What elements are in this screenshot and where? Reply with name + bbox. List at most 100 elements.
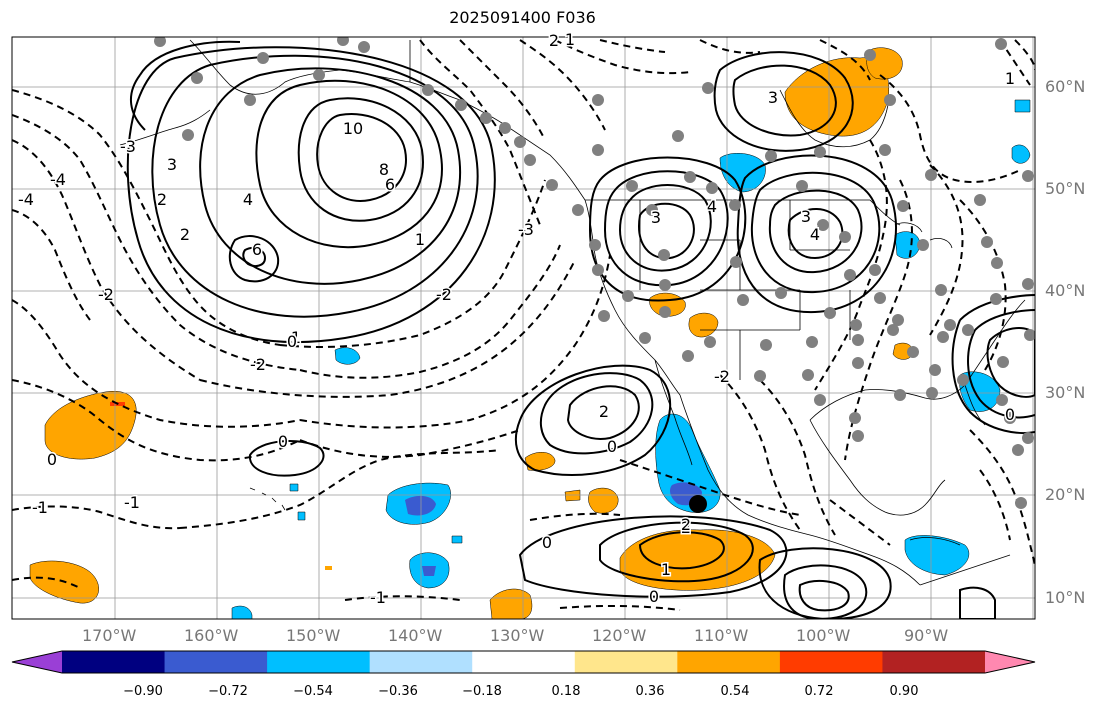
blue-fill-small-4 [297, 511, 306, 521]
contour-label: 8 [379, 160, 389, 179]
map-title: 2025091400 F036 [449, 8, 596, 27]
blue-fill-south-pacific-core [422, 566, 436, 576]
lat-label-40n: 40°N [1045, 281, 1086, 300]
positive-contours [126, 40, 1035, 619]
contour-label: -1 [124, 493, 140, 512]
contour-label: 2 [599, 402, 609, 421]
contour-label: 0 [542, 533, 552, 552]
lon-label-140w: 140°W [388, 626, 443, 645]
lon-label-130w: 130°W [490, 626, 545, 645]
lat-label-60n: 60°N [1045, 77, 1086, 96]
colorbar-segment [779, 651, 883, 673]
lat-label-50n: 50°N [1045, 179, 1086, 198]
orange-fill-arizona [688, 312, 719, 338]
colorbar-outline [11, 650, 1036, 674]
contour-label: -2 [98, 285, 114, 304]
contour-label: -2 [436, 285, 452, 304]
contour-label: 2 [157, 190, 167, 209]
contour-label: 4 [707, 197, 717, 216]
contour-label: 1 [565, 30, 575, 49]
contour-label: 10 [343, 119, 363, 138]
coastlines [119, 39, 1026, 586]
contour-label: -3 [518, 220, 534, 239]
map-frame [11, 36, 1036, 620]
contour-label: -1 [32, 498, 48, 517]
colorbar-segment [882, 651, 986, 673]
contour-label: 2 [681, 518, 691, 537]
contour-label: 1 [415, 230, 425, 249]
blue-fill-labrador [1011, 144, 1031, 164]
colorbar-segment [677, 651, 781, 673]
contour-label: 3 [651, 208, 661, 227]
contour-label: 3 [768, 88, 778, 107]
colorbar-label: −0.72 [208, 684, 248, 699]
lat-label-30n: 30°N [1045, 383, 1086, 402]
contour-label: 2 [681, 515, 691, 534]
contour-label: 0 [607, 437, 617, 456]
blue-fill-small-1 [231, 605, 253, 619]
contour-label: -2 [250, 355, 266, 374]
station-markers [154, 37, 1035, 509]
blue-fill-central-america [904, 535, 970, 576]
contour-label: 3 [167, 155, 177, 174]
colorbar-segment [267, 651, 371, 673]
contour-label: 0 [1005, 405, 1015, 424]
colorbar-extend-low [12, 651, 62, 673]
contour-label: 0 [649, 587, 659, 606]
colorbar-label: 0.54 [720, 684, 750, 699]
blue-fill-small-2 [451, 535, 463, 544]
colorbar-label: 0.72 [804, 684, 834, 699]
colorbar-label: −0.90 [123, 684, 163, 699]
contour-label: 1 [291, 328, 301, 347]
colorbar-segment [164, 651, 268, 673]
shaded-anomaly-fills [29, 47, 1031, 619]
contour-label: 0 [278, 432, 288, 451]
lon-label-100w: 100°W [796, 626, 851, 645]
colorbar-label: 0.90 [889, 684, 919, 699]
contour-label: -4 [18, 190, 34, 209]
contour-label: 6 [385, 175, 395, 194]
colorbar-extend-high [985, 651, 1035, 673]
colorbar-label: 0.18 [551, 684, 581, 699]
colorbar [11, 650, 1036, 674]
contour-label: 0 [47, 450, 57, 469]
lon-label-150w: 150°W [286, 626, 341, 645]
colorbar-segment [369, 651, 473, 673]
contour-label: 1 [661, 560, 671, 579]
lon-label-110w: 110°W [694, 626, 749, 645]
contour-label: 1 [1005, 69, 1015, 88]
lon-label-160w: 160°W [184, 626, 239, 645]
orange-fill-mexico-pacific [619, 529, 776, 591]
contour-label: 6 [252, 240, 262, 259]
colorbar-segment [472, 651, 576, 673]
contour-label: -1 [370, 588, 386, 607]
blue-fill-small-3 [1014, 99, 1031, 113]
contour-label: 2 [549, 31, 559, 50]
lon-label-90w: 90°W [904, 626, 949, 645]
orange-fill-small-2 [588, 487, 619, 514]
colorbar-label: −0.54 [293, 684, 333, 699]
contour-label: 2 [180, 225, 190, 244]
colorbar-label: −0.36 [378, 684, 418, 699]
colorbar-segment [574, 651, 678, 673]
contour-label: 4 [243, 190, 253, 209]
colorbar-label: −0.18 [462, 684, 502, 699]
lon-label-120w: 120°W [592, 626, 647, 645]
contour-label: -3 [120, 137, 136, 156]
orange-fill-small-4 [325, 566, 332, 570]
contour-label: 4 [810, 225, 820, 244]
lon-label-170w: 170°W [82, 626, 137, 645]
blue-fill-central-pacific-core [405, 495, 436, 516]
orange-fill-small-3 [564, 489, 581, 502]
colorbar-segment [62, 651, 166, 673]
contour-label: -2 [714, 367, 730, 386]
blue-fill-hudson-west [719, 153, 766, 193]
orange-fill-west-pacific [44, 390, 137, 460]
blue-fill-pacific-mid [334, 347, 361, 365]
contour-label: 0 [287, 332, 297, 351]
contour-label: -4 [50, 170, 66, 189]
lat-label-20n: 20°N [1045, 485, 1086, 504]
contour-label: 3 [801, 207, 811, 226]
